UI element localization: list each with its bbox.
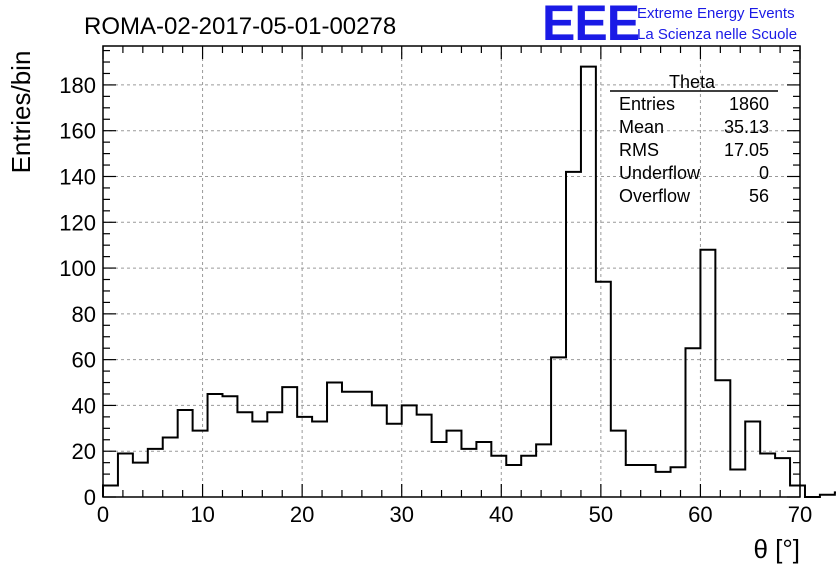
- stats-row-label: RMS: [619, 140, 659, 160]
- stats-row-value: 56: [749, 186, 769, 206]
- stats-row-label: Entries: [619, 94, 675, 114]
- x-tick-label: 70: [788, 502, 812, 527]
- y-tick-label: 0: [84, 485, 96, 510]
- y-tick-label: 140: [59, 164, 96, 189]
- y-tick-label: 160: [59, 119, 96, 144]
- stats-rows: Entries 1860 Mean 35.13 RMS 17.05 Underflow 0 Ov…: [619, 94, 769, 206]
- x-axis-label: θ [°]: [753, 534, 800, 564]
- y-tick-label: 120: [59, 210, 96, 235]
- tick-label-layer: 0 10 20 30 40 50 60 70 0 20 40 60 80 100 120 140 160 180: [59, 73, 812, 527]
- x-tick-label: 30: [389, 502, 413, 527]
- x-tick-label: 10: [190, 502, 214, 527]
- stats-row-label: Underflow: [619, 163, 701, 183]
- y-tick-label: 20: [72, 439, 96, 464]
- logo-line-1: Extreme Energy Events: [637, 5, 795, 22]
- stats-box: Theta Entries 1860 Mean 35.13 RMS 17.05 Underf…: [610, 72, 778, 206]
- x-tick-label: 20: [290, 502, 314, 527]
- eee-logo-mark: EEE: [542, 0, 639, 51]
- y-tick-label: 40: [72, 393, 96, 418]
- eee-logo: EEE Extreme Energy Events La Scienza nel…: [542, 0, 797, 51]
- x-tick-label: 50: [589, 502, 613, 527]
- stats-box-title: Theta: [669, 72, 716, 92]
- tick-layer: [102, 46, 801, 498]
- plot-frame: [102, 45, 801, 498]
- y-tick-label: 80: [72, 302, 96, 327]
- y-tick-label: 180: [59, 73, 96, 98]
- x-tick-label: 40: [489, 502, 513, 527]
- stats-row-label: Overflow: [619, 186, 691, 206]
- y-axis-label: Entries/bin: [6, 51, 36, 174]
- stats-row-label: Mean: [619, 117, 664, 137]
- chart-title: ROMA-02-2017-05-01-00278: [84, 13, 396, 40]
- stats-row-value: 1860: [729, 94, 769, 114]
- x-tick-label: 0: [97, 502, 109, 527]
- stats-row-value: 17.05: [724, 140, 769, 160]
- y-tick-label: 100: [59, 256, 96, 281]
- stats-row-value: 0: [759, 163, 769, 183]
- histogram-line: [102, 65, 836, 498]
- x-tick-label: 60: [688, 502, 712, 527]
- stats-row-value: 35.13: [724, 117, 769, 137]
- grid-layer: [103, 46, 800, 497]
- y-tick-label: 60: [72, 348, 96, 373]
- logo-line-2: La Scienza nelle Scuole: [637, 26, 797, 43]
